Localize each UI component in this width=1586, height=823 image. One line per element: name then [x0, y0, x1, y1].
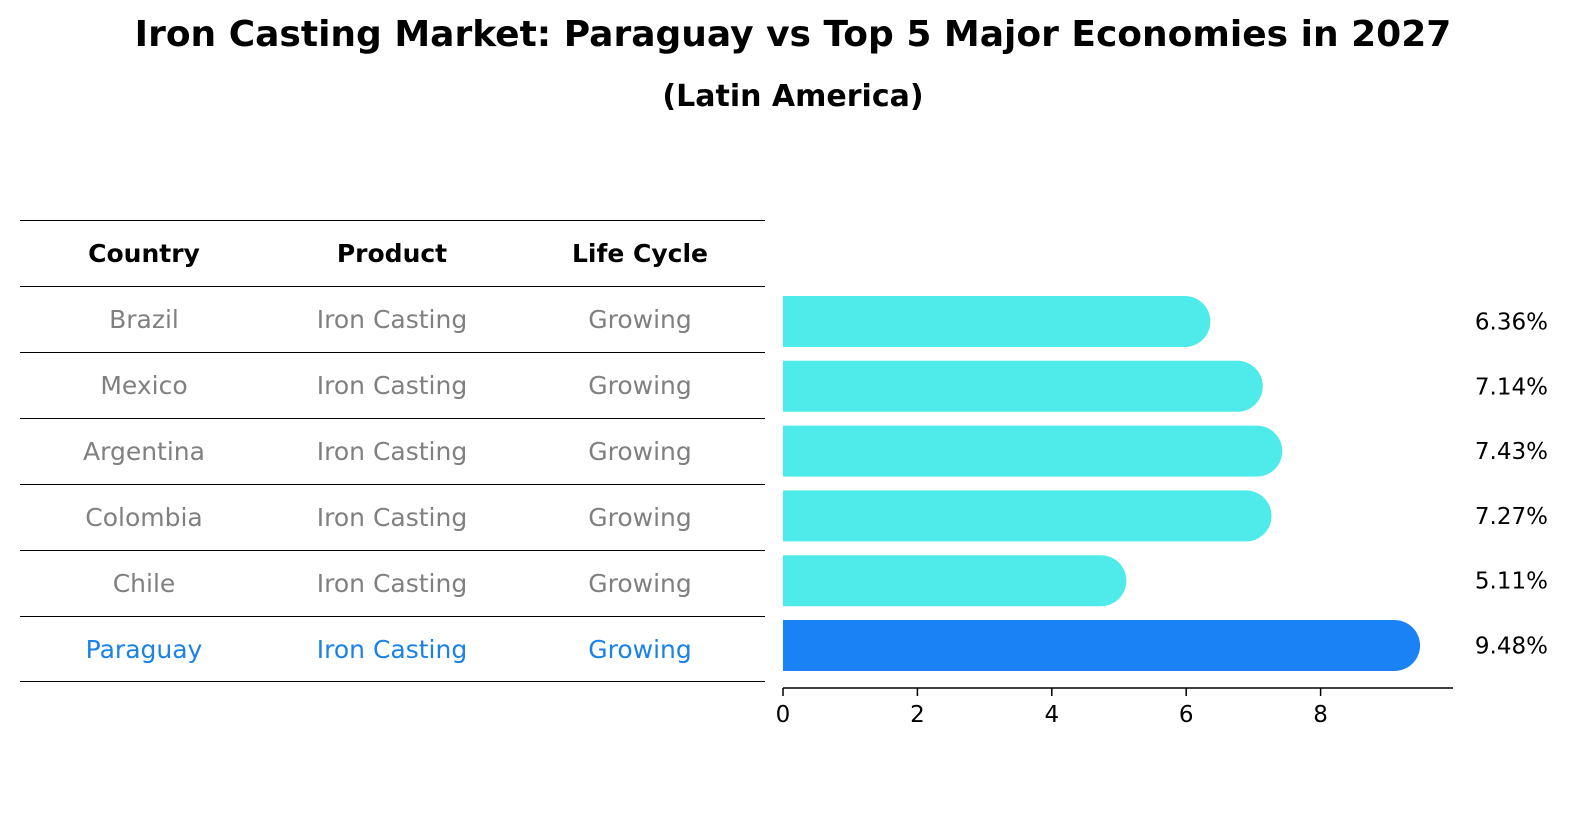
- cell-country: Paraguay: [85, 634, 203, 664]
- table-row: Chile Iron Casting Growing: [20, 550, 765, 616]
- cell-country: Brazil: [109, 305, 179, 334]
- cell-product: Iron Casting: [316, 503, 468, 532]
- data-label: 5.11%: [1475, 569, 1548, 595]
- x-tick-label: 2: [910, 702, 925, 728]
- bar: [783, 555, 1127, 607]
- header-country: Country: [88, 239, 200, 268]
- cell-product: Iron Casting: [316, 569, 468, 598]
- cell-product: Iron Casting: [316, 634, 468, 664]
- cell-life-cycle: Growing: [588, 371, 692, 400]
- table-row: Mexico Iron Casting Growing: [20, 352, 765, 418]
- data-label: 7.43%: [1475, 439, 1548, 465]
- data-label: 7.14%: [1475, 374, 1548, 400]
- cell-country: Mexico: [100, 371, 188, 400]
- bar-chart: 6.36% 7.14% 7.43% 7.27% 5.11% 9.48% 0 2 4 6 8: [776, 296, 1548, 728]
- table-row: Argentina Iron Casting Growing: [20, 418, 765, 484]
- x-tick-label: 6: [1179, 702, 1194, 728]
- x-tick-label: 0: [776, 702, 791, 728]
- bar-highlight: [783, 620, 1421, 671]
- bar: [783, 296, 1211, 347]
- header-product: Product: [336, 239, 448, 268]
- country-table: Country Product Life Cycle Brazil Iron C…: [20, 220, 765, 682]
- table-row-highlight: Paraguay Iron Casting Growing: [20, 616, 765, 682]
- table-header-row: Country Product Life Cycle: [20, 220, 765, 286]
- chart-subtitle: (Latin America): [662, 79, 924, 114]
- bar: [783, 425, 1283, 477]
- x-tick-label: 4: [1044, 702, 1059, 728]
- table-row: Brazil Iron Casting Growing: [20, 286, 765, 352]
- x-tick-label: 8: [1313, 702, 1328, 728]
- cell-product: Iron Casting: [316, 305, 468, 334]
- cell-life-cycle: Growing: [588, 569, 692, 598]
- cell-life-cycle: Growing: [588, 503, 692, 532]
- cell-product: Iron Casting: [316, 437, 468, 466]
- data-label: 9.48%: [1475, 634, 1548, 660]
- bar: [783, 360, 1263, 412]
- cell-life-cycle: Growing: [588, 634, 692, 664]
- cell-life-cycle: Growing: [588, 305, 692, 334]
- cell-country: Chile: [112, 569, 176, 598]
- cell-product: Iron Casting: [316, 371, 468, 400]
- data-label: 6.36%: [1475, 310, 1548, 336]
- bar: [783, 490, 1272, 542]
- data-label: 7.27%: [1475, 504, 1548, 530]
- cell-country: Colombia: [85, 503, 203, 532]
- cell-country: Argentina: [83, 437, 205, 466]
- chart-title: Iron Casting Market: Paraguay vs Top 5 M…: [134, 14, 1452, 55]
- table-row: Colombia Iron Casting Growing: [20, 484, 765, 550]
- cell-life-cycle: Growing: [588, 437, 692, 466]
- header-life-cycle: Life Cycle: [571, 239, 709, 268]
